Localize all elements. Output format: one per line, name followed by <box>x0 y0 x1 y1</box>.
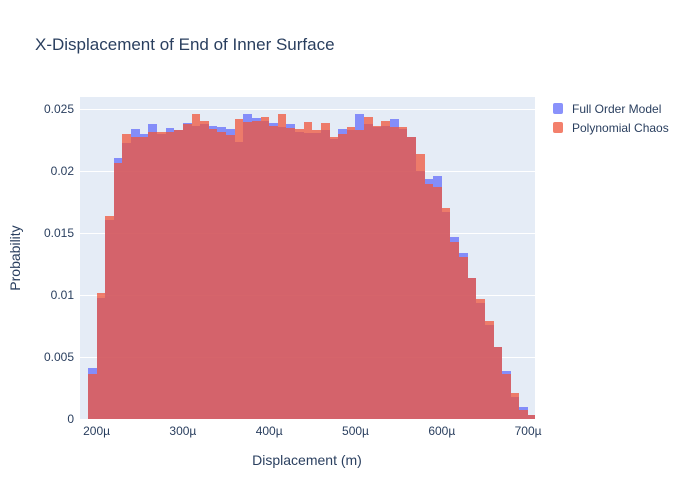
histogram-bar-polynomial-chaos[interactable] <box>156 131 166 419</box>
histogram-bar-polynomial-chaos[interactable] <box>243 121 252 419</box>
histogram-bar-polynomial-chaos[interactable] <box>390 126 399 419</box>
histogram-bar-polynomial-chaos[interactable] <box>226 135 235 419</box>
histogram-bar-polynomial-chaos[interactable] <box>139 136 149 419</box>
histogram-bar-polynomial-chaos[interactable] <box>286 127 296 419</box>
histogram-bar-polynomial-chaos[interactable] <box>182 124 192 419</box>
histogram-bar-polynomial-chaos[interactable] <box>424 183 434 419</box>
histogram-bar-polynomial-chaos[interactable] <box>96 292 106 419</box>
legend: Full Order Model Polynomial Chaos <box>553 99 669 137</box>
histogram-bar-polynomial-chaos[interactable] <box>381 120 390 419</box>
gridline <box>80 108 535 110</box>
histogram-bar-polynomial-chaos[interactable] <box>450 241 460 419</box>
chart-title: X-Displacement of End of Inner Surface <box>35 35 335 54</box>
histogram-bar-polynomial-chaos[interactable] <box>105 215 114 419</box>
histogram-bar-polynomial-chaos[interactable] <box>312 130 321 419</box>
y-tick-label: 0.005 <box>43 350 74 365</box>
histogram-bar-polynomial-chaos[interactable] <box>113 162 123 419</box>
y-tick-label: 0.015 <box>43 226 74 241</box>
histogram-bar-polynomial-chaos[interactable] <box>476 298 485 419</box>
x-tick-label: 500µ <box>342 424 369 438</box>
legend-label: Polynomial Chaos <box>572 120 669 135</box>
histogram-bar-polynomial-chaos[interactable] <box>174 130 183 419</box>
histogram-bar-polynomial-chaos[interactable] <box>87 374 97 419</box>
y-axis-title: Probability <box>7 225 23 291</box>
histogram-bar-polynomial-chaos[interactable] <box>260 116 270 419</box>
histogram-bar-polynomial-chaos[interactable] <box>346 126 356 419</box>
histogram-bar-polynomial-chaos[interactable] <box>528 415 535 419</box>
histogram-bar-polynomial-chaos[interactable] <box>355 130 365 419</box>
histogram-bar-polynomial-chaos[interactable] <box>320 123 330 419</box>
y-tick-label: 0 <box>67 412 74 426</box>
histogram-bar-polynomial-chaos[interactable] <box>234 119 244 419</box>
histogram-bar-polynomial-chaos[interactable] <box>277 114 287 419</box>
histogram-bar-polynomial-chaos[interactable] <box>269 125 278 419</box>
histogram-bar-polynomial-chaos[interactable] <box>510 393 520 419</box>
full-order-model-swatch-icon <box>553 103 563 114</box>
histogram-bar-polynomial-chaos[interactable] <box>217 131 227 419</box>
x-axis-title: Displacement (m) <box>252 452 362 468</box>
plot-area[interactable] <box>80 97 535 419</box>
histogram-bar-polynomial-chaos[interactable] <box>484 321 494 419</box>
histogram-bar-polynomial-chaos[interactable] <box>251 120 261 419</box>
histogram-bar-polynomial-chaos[interactable] <box>131 136 140 419</box>
y-tick-label: 0.01 <box>50 288 74 303</box>
histogram-bar-polynomial-chaos[interactable] <box>493 347 503 419</box>
y-tick-label: 0.02 <box>50 164 74 179</box>
x-tick-label: 200µ <box>83 424 111 438</box>
histogram-bar-polynomial-chaos[interactable] <box>148 131 157 419</box>
histogram-bar-polynomial-chaos[interactable] <box>467 277 477 419</box>
histogram-bar-polynomial-chaos[interactable] <box>519 410 529 419</box>
histogram-bar-polynomial-chaos[interactable] <box>398 126 408 419</box>
histogram-bar-polynomial-chaos[interactable] <box>364 116 373 419</box>
legend-item-full-order-model[interactable]: Full Order Model <box>553 99 669 118</box>
histogram-bar-polynomial-chaos[interactable] <box>191 114 201 419</box>
x-tick-label: 700µ <box>514 424 542 438</box>
histogram-bar-polynomial-chaos[interactable] <box>441 208 451 419</box>
polynomial-chaos-swatch-icon <box>553 122 563 133</box>
histogram-bar-polynomial-chaos[interactable] <box>372 125 382 419</box>
x-tick-label: 400µ <box>255 424 283 438</box>
legend-item-polynomial-chaos[interactable]: Polynomial Chaos <box>553 118 669 137</box>
x-tick-label: 600µ <box>428 424 456 438</box>
histogram-bar-polynomial-chaos[interactable] <box>433 187 442 419</box>
histogram-bar-polynomial-chaos[interactable] <box>200 120 209 419</box>
histogram-bar-polynomial-chaos[interactable] <box>407 136 416 419</box>
x-tick-label: 300µ <box>169 424 197 438</box>
histogram-bar-polynomial-chaos[interactable] <box>295 129 304 419</box>
histogram-bar-polynomial-chaos[interactable] <box>208 129 218 419</box>
histogram-bar-polynomial-chaos[interactable] <box>329 136 339 419</box>
histogram-bar-polynomial-chaos[interactable] <box>303 121 313 419</box>
legend-label: Full Order Model <box>572 101 662 116</box>
histogram-bar-polynomial-chaos[interactable] <box>459 256 468 419</box>
histogram-bar-polynomial-chaos[interactable] <box>165 131 175 419</box>
histogram-bar-polynomial-chaos[interactable] <box>415 153 425 419</box>
histogram-bar-polynomial-chaos[interactable] <box>122 134 132 419</box>
histogram-bar-polynomial-chaos[interactable] <box>502 374 511 419</box>
histogram-bar-polynomial-chaos[interactable] <box>338 134 347 419</box>
y-tick-label: 0.025 <box>43 102 74 117</box>
